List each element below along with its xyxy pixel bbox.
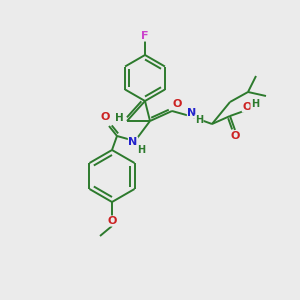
Text: N: N [128,137,138,147]
Text: H: H [137,145,145,155]
Text: O: O [107,216,117,226]
Text: O: O [172,99,182,109]
Text: N: N [188,108,196,118]
Text: H: H [251,99,259,109]
Text: O: O [100,112,110,122]
Text: O: O [230,131,240,141]
Text: F: F [141,31,149,41]
Text: O: O [242,102,252,112]
Text: H: H [195,115,203,125]
Text: H: H [115,113,123,123]
